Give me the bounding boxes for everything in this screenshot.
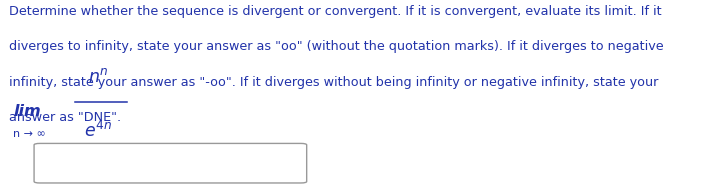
Text: $e^{4n}$: $e^{4n}$ [84, 121, 112, 141]
Text: n → ∞: n → ∞ [13, 129, 46, 139]
Text: $n^n$: $n^n$ [88, 68, 108, 86]
Text: answer as "DNE".: answer as "DNE". [9, 111, 121, 124]
Text: lim: lim [14, 104, 41, 119]
Text: infinity, state your answer as "-oo". If it diverges without being infinity or n: infinity, state your answer as "-oo". If… [9, 76, 658, 89]
Text: Determine whether the sequence is divergent or convergent. If it is convergent, : Determine whether the sequence is diverg… [9, 5, 661, 18]
Text: diverges to infinity, state your answer as "oo" (without the quotation marks). I: diverges to infinity, state your answer … [9, 40, 663, 53]
FancyBboxPatch shape [34, 143, 307, 183]
